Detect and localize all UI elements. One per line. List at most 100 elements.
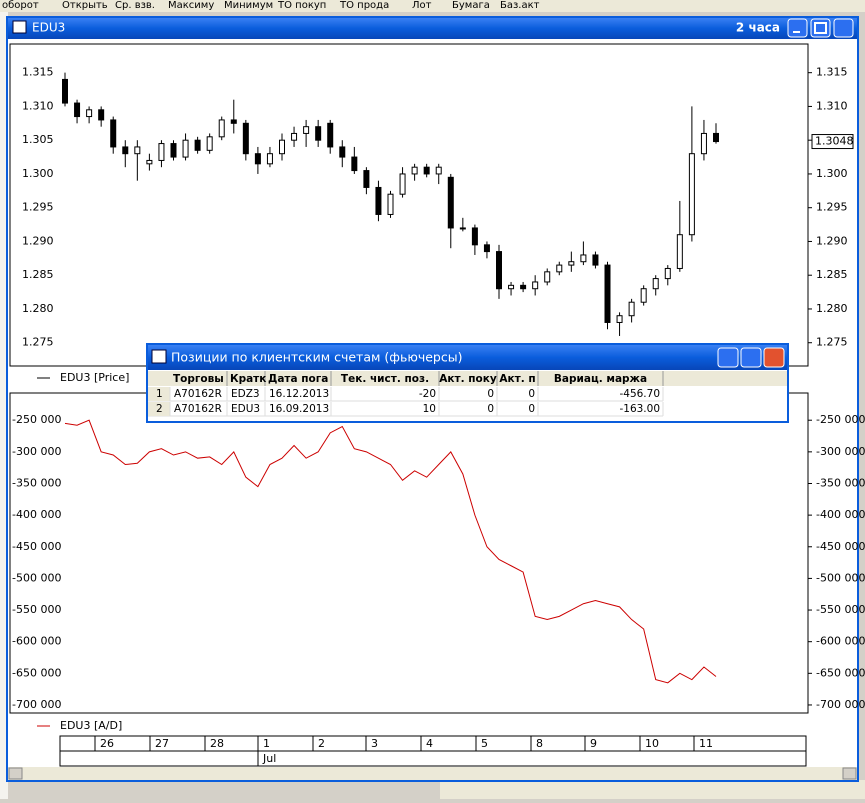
table-cell[interactable]: A70162R [174,403,222,415]
date-label: 11 [699,737,713,750]
candle-body [483,244,490,253]
candle-body [496,251,502,290]
date-label: 26 [100,737,114,750]
candle-body [532,281,539,290]
table-cell[interactable]: 2 [156,403,163,415]
y-tick-label-right: 1.280 [816,302,848,315]
month-row [59,750,807,767]
candle-body [399,173,406,195]
candle-body [315,126,322,141]
maximize-button[interactable] [810,18,831,38]
table-cell[interactable]: 0 [487,403,494,415]
row-number-cell [148,387,170,401]
y-tick-label-right: 1.275 [816,336,848,349]
y-tick-label-left: 1.280 [22,302,54,315]
y-tick-label-left: 1.305 [22,133,54,146]
column-header[interactable]: Кратк [230,373,266,385]
date-label: 2 [318,737,325,750]
candle-body [387,193,394,215]
candle-body [291,132,298,141]
window-title: EDU3 [32,21,65,35]
candle-body [170,143,177,158]
y-tick-label-left: -450 000 [12,540,61,553]
table-header [148,371,787,386]
dialog-close[interactable] [763,347,785,368]
y-tick-label-right: 1.295 [816,201,848,214]
background-header-cell: ТО прода [339,0,389,11]
candle-body [508,284,515,290]
y-tick-label-left: -600 000 [12,635,61,648]
candle-body [134,146,141,155]
background-header-cell: Максиму [168,0,214,11]
table-cell[interactable]: A70162R [174,388,222,400]
candle-body [435,166,442,175]
candle-body [616,315,623,323]
column-header[interactable]: Торговы [173,373,224,385]
scrollbar[interactable] [8,767,857,780]
candle-body [713,132,719,143]
column-header[interactable]: Акт. п [499,373,535,385]
minimize-button[interactable] [787,18,808,38]
table-cell[interactable]: EDU3 [231,403,260,415]
y-tick-label-right: -550 000 [816,603,865,616]
table-cell[interactable]: 0 [528,388,535,400]
dialog-minimize[interactable] [717,347,739,368]
y-tick-label-right: -250 000 [816,413,865,426]
table-cell[interactable]: 0 [528,403,535,415]
column-header[interactable]: Дата пога [268,373,328,385]
y-tick-label-right: 1.300 [816,167,848,180]
candle-body [339,146,346,158]
table-cell[interactable]: 16.12.2013 [269,388,329,400]
window-icon [12,20,27,34]
scroll-left[interactable] [8,767,23,780]
date-label: 10 [645,737,659,750]
window-interval: 2 часа [736,21,780,35]
date-label: 9 [590,737,597,750]
table-cell[interactable]: 0 [487,388,494,400]
candle-body [688,153,695,236]
candle-body [580,254,587,263]
candle-body [568,261,575,266]
table-cell[interactable]: EDZ3 [231,388,260,400]
scroll-right[interactable] [842,767,857,780]
date-label: 1 [263,737,270,750]
candle-body [218,119,225,138]
y-tick-label-left: -250 000 [12,413,61,426]
last-price-label: 1.3048 [815,135,854,148]
candle-body [556,264,563,273]
candle-body [327,122,334,148]
date-label: 28 [210,737,224,750]
ad-legend: EDU3 [A/D] [60,719,122,732]
table-cell[interactable]: -163.00 [619,403,660,415]
candle-body [158,143,165,161]
candle-body [447,176,454,229]
table-cell[interactable]: -20 [419,388,436,400]
table-cell[interactable]: -456.70 [619,388,660,400]
month-label: Jul [262,752,276,765]
candle-body [363,170,370,188]
last-price-box [811,134,854,150]
table-cell[interactable]: 16.09.2013 [269,403,329,415]
candle-body [664,267,671,280]
candle-body [62,78,68,104]
column-header[interactable]: Акт. поку [439,373,497,385]
dialog-maximize[interactable] [740,347,762,368]
candle-body [700,132,707,155]
y-tick-label-left: -700 000 [12,698,61,711]
y-tick-label-left: 1.295 [22,201,54,214]
y-tick-label-right: 1.310 [816,99,848,112]
candle-body [628,301,635,317]
candle-body [375,186,382,215]
y-tick-label-left: 1.315 [22,66,54,79]
candle-body [230,119,237,124]
row-number-cell [148,402,170,416]
column-header[interactable]: Вариац. маржа [554,373,647,385]
column-header[interactable]: Тек. чист. поз. [341,373,429,385]
close-button[interactable] [833,18,854,38]
table-cell[interactable]: 1 [156,388,163,400]
table-cell[interactable]: 10 [423,403,436,415]
y-tick-label-right: -450 000 [816,540,865,553]
candle-body [254,153,261,165]
y-tick-label-right: 1.285 [816,268,848,281]
